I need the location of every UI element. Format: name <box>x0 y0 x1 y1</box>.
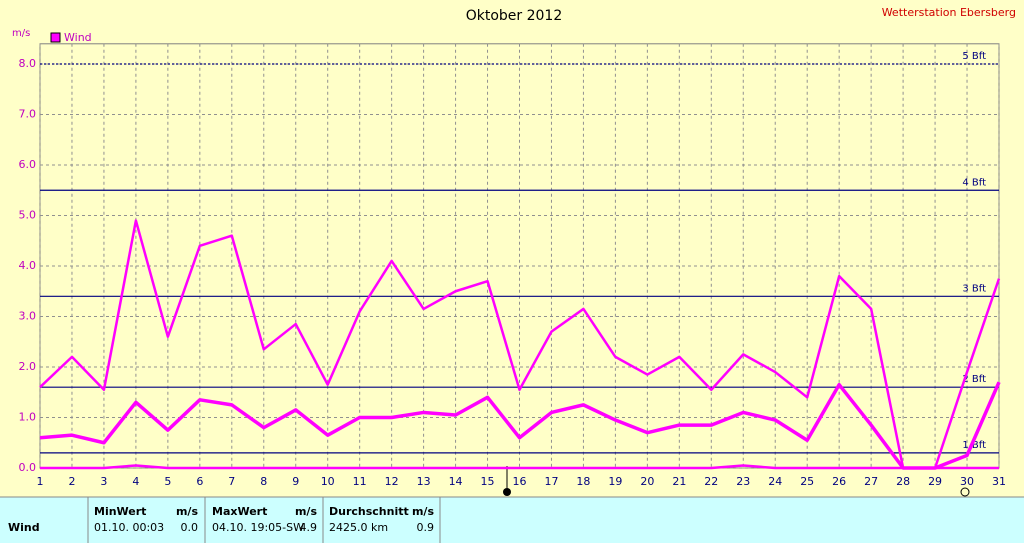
y-tick-label: 1.0 <box>19 411 37 424</box>
x-tick-label: 30 <box>960 475 974 488</box>
table-header: Durchschnitt <box>329 505 409 518</box>
y-tick-label: 8.0 <box>19 57 37 70</box>
table-cell: 2425.0 km <box>329 521 388 534</box>
x-tick-label: 17 <box>544 475 558 488</box>
reference-label: 2 Bft <box>962 374 986 385</box>
series-line <box>39 219 1001 470</box>
x-tick-label: 16 <box>513 475 527 488</box>
moon-full <box>960 487 970 497</box>
y-tick-label: 6.0 <box>19 158 37 171</box>
x-tick-label: 3 <box>100 475 107 488</box>
x-tick-label: 14 <box>449 475 463 488</box>
x-tick-label: 12 <box>385 475 399 488</box>
x-tick-label: 1 <box>37 475 44 488</box>
x-tick-label: 28 <box>896 475 910 488</box>
x-tick-label: 8 <box>260 475 267 488</box>
x-tick-label: 21 <box>672 475 686 488</box>
reference-label: 3 Bft <box>962 283 986 294</box>
x-tick-label: 26 <box>832 475 846 488</box>
reference-label: 5 Bft <box>962 51 986 62</box>
table-background <box>0 497 1024 543</box>
x-tick-label: 23 <box>736 475 750 488</box>
chart-title: Oktober 2012 <box>466 8 563 24</box>
x-tick-label: 29 <box>928 475 942 488</box>
x-tick-label: 13 <box>417 475 431 488</box>
x-tick-label: 24 <box>768 475 782 488</box>
x-tick-label: 27 <box>864 475 878 488</box>
series-line <box>40 464 999 470</box>
y-tick-label: 3.0 <box>19 310 37 323</box>
x-tick-label: 7 <box>228 475 235 488</box>
table-header: MinWert <box>94 505 146 518</box>
reference-label: 1 Bft <box>962 440 986 451</box>
legend-swatch <box>50 32 61 43</box>
x-tick-label: 19 <box>608 475 622 488</box>
x-tick-label: 22 <box>704 475 718 488</box>
series-line <box>39 381 1001 470</box>
table-cell: 0.9 <box>417 521 435 534</box>
x-tick-label: 15 <box>481 475 495 488</box>
x-tick-label: 6 <box>196 475 203 488</box>
moon-new <box>503 488 511 496</box>
y-tick-label: 4.0 <box>19 259 37 272</box>
reference-label: 4 Bft <box>962 177 986 188</box>
table-cell: 01.10. 00:03 <box>94 521 164 534</box>
station: Wetterstation Ebersberg <box>882 6 1016 19</box>
y-tick-label: 2.0 <box>19 360 37 373</box>
table-header: m/s <box>295 505 317 518</box>
x-tick-label: 20 <box>640 475 654 488</box>
x-tick-label: 11 <box>353 475 367 488</box>
x-tick-label: 10 <box>321 475 335 488</box>
table-header: m/s <box>176 505 198 518</box>
x-tick-label: 31 <box>992 475 1006 488</box>
table-row-label: Wind <box>8 521 40 534</box>
table-cell: 0.0 <box>181 521 199 534</box>
x-tick-label: 25 <box>800 475 814 488</box>
table-header: m/s <box>412 505 434 518</box>
y-tick-label: 5.0 <box>19 209 37 222</box>
y-axis-label: m/s <box>12 28 30 39</box>
x-tick-label: 5 <box>164 475 171 488</box>
x-tick-label: 4 <box>132 475 139 488</box>
x-tick-label: 18 <box>576 475 590 488</box>
legend-label: Wind <box>64 31 92 44</box>
table-cell: 4.9 <box>300 521 318 534</box>
y-tick-label: 0.0 <box>19 461 37 474</box>
table-cell: 04.10. 19:05-SW <box>212 521 304 534</box>
y-tick-label: 7.0 <box>19 108 37 121</box>
x-tick-label: 9 <box>292 475 299 488</box>
x-tick-label: 2 <box>68 475 75 488</box>
table-header: MaxWert <box>212 505 267 518</box>
